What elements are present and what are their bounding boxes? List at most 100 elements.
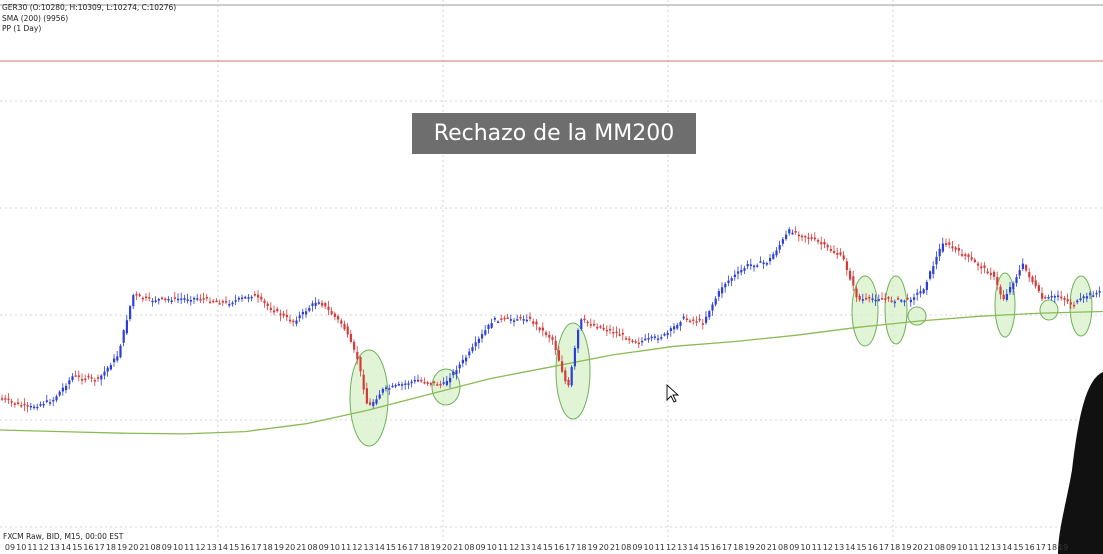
- bear-candle: [426, 382, 429, 384]
- bear-candle: [13, 403, 16, 405]
- bear-candle: [23, 403, 26, 406]
- x-tick-label: 13: [206, 543, 217, 552]
- x-tick-label: 17: [565, 543, 576, 552]
- symbol-ohlc-label: GER30 (O:10280, H:10309, L:10274, C:1027…: [2, 3, 177, 12]
- bear-candle: [1034, 280, 1037, 287]
- bear-candle: [279, 313, 282, 316]
- bull-candle: [295, 320, 298, 324]
- bull-candle: [468, 351, 471, 356]
- bull-candle: [305, 311, 308, 315]
- bull-candle: [717, 291, 720, 297]
- bear-candle: [970, 257, 973, 260]
- bear-candle: [839, 252, 842, 255]
- bull-candle: [465, 357, 468, 362]
- x-tick-label: 19: [430, 543, 441, 552]
- bull-candle: [196, 298, 199, 300]
- bull-candle: [756, 265, 759, 267]
- bull-candle: [730, 278, 733, 281]
- bull-candle: [711, 304, 714, 311]
- bull-candle: [183, 298, 186, 300]
- annotation-caption: Rechazo de la MM200: [412, 113, 696, 154]
- data-feed-label: FXCM Raw, BID, M15, 00:00 EST: [3, 532, 124, 541]
- x-tick-label: 14: [374, 543, 385, 552]
- bull-candle: [679, 322, 682, 326]
- bear-candle: [804, 236, 807, 238]
- bear-candle: [548, 334, 551, 338]
- x-tick-label: 09: [318, 543, 329, 552]
- pivot-label: PP (1 Day): [2, 24, 42, 33]
- bull-candle: [375, 399, 378, 404]
- bear-candle: [420, 380, 423, 382]
- bull-candle: [788, 229, 791, 234]
- bear-candle: [215, 300, 218, 303]
- bear-candle: [689, 320, 692, 323]
- bull-candle: [765, 263, 768, 265]
- x-tick-label: 19: [116, 543, 128, 552]
- bear-candle: [615, 331, 618, 334]
- bear-candle: [369, 402, 372, 405]
- bear-candle: [621, 332, 624, 335]
- x-tick-label: 16: [867, 543, 878, 552]
- bear-candle: [1002, 294, 1005, 300]
- x-tick-label: 14: [60, 543, 72, 552]
- bull-candle: [1092, 295, 1095, 297]
- presenter-silhouette: [1058, 372, 1103, 554]
- bull-candle: [708, 311, 711, 318]
- bull-candle: [180, 298, 183, 301]
- bull-candle: [458, 364, 461, 369]
- bull-candle: [1018, 270, 1021, 276]
- bull-candle: [913, 297, 916, 300]
- bear-candle: [817, 240, 820, 242]
- bear-candle: [266, 303, 269, 307]
- bull-candle: [929, 271, 932, 279]
- x-tick-label: 12: [665, 543, 677, 552]
- bear-candle: [148, 297, 151, 299]
- x-tick-label: 19: [901, 543, 912, 552]
- x-tick-label: 21: [139, 543, 150, 552]
- bull-candle: [33, 406, 36, 409]
- x-tick-label: 09: [946, 543, 957, 552]
- bear-candle: [263, 300, 266, 304]
- x-tick-label: 09: [4, 543, 16, 552]
- bear-candle: [343, 324, 346, 330]
- bear-candle: [605, 329, 608, 332]
- bull-candle: [791, 232, 794, 235]
- x-tick-label: 09: [789, 543, 800, 552]
- bull-candle: [42, 403, 45, 406]
- bull-candle: [484, 330, 487, 335]
- bull-candle: [1009, 286, 1012, 293]
- x-tick-label: 11: [811, 543, 822, 552]
- bull-candle: [157, 299, 160, 301]
- bull-candle: [573, 347, 576, 367]
- x-tick-label: 20: [285, 543, 296, 552]
- bear-candle: [1060, 296, 1063, 299]
- bear-candle: [820, 242, 823, 245]
- candlesticks: [1, 226, 1101, 413]
- x-tick-label: 08: [934, 543, 946, 552]
- x-tick-label: 16: [553, 543, 565, 552]
- bull-candle: [29, 405, 32, 408]
- x-tick-label: 10: [16, 543, 27, 552]
- bear-candle: [356, 351, 359, 360]
- bear-candle: [961, 254, 964, 256]
- bull-candle: [378, 394, 381, 399]
- bear-candle: [365, 388, 368, 404]
- bear-candle: [362, 374, 365, 390]
- x-tick-label: 17: [1035, 543, 1046, 552]
- x-tick-label: 14: [531, 543, 542, 552]
- chart-legend: GER30 (O:10280, H:10309, L:10274, C:1027…: [2, 3, 176, 35]
- bear-candle: [209, 301, 212, 304]
- bull-candle: [122, 330, 125, 343]
- bear-candle: [141, 297, 144, 300]
- bull-candle: [570, 366, 573, 386]
- bear-candle: [436, 384, 439, 386]
- bull-candle: [516, 319, 519, 321]
- bear-candle: [993, 272, 996, 277]
- bear-candle: [612, 332, 615, 334]
- time-axis: 09 10 11 12 13 14 15 16 17 18 19 20 21 08 09 10 11 12 13 14…: [0, 541, 1103, 554]
- bull-candle: [234, 300, 237, 302]
- bull-candle: [641, 340, 644, 343]
- bull-candle: [231, 302, 234, 305]
- bull-candle: [644, 338, 647, 341]
